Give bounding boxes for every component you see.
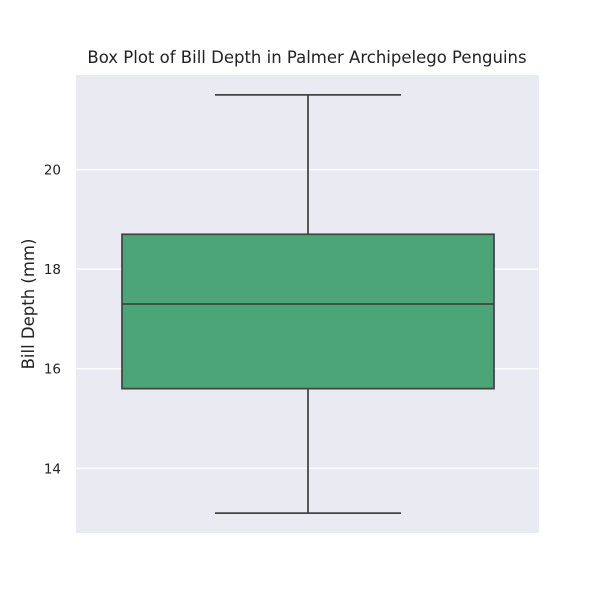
y-tick-label: 16 (44, 362, 61, 378)
y-tick-label: 20 (44, 163, 61, 179)
y-axis-ticks: 14 16 18 20 (44, 163, 61, 478)
y-tick-label: 18 (44, 262, 61, 278)
iqr-box (121, 233, 495, 390)
chart-title: Box Plot of Bill Depth in Palmer Archipe… (87, 48, 526, 67)
y-axis-label: Bill Depth (mm) (19, 239, 38, 370)
y-tick-label: 14 (44, 461, 61, 477)
box-group (121, 94, 495, 514)
